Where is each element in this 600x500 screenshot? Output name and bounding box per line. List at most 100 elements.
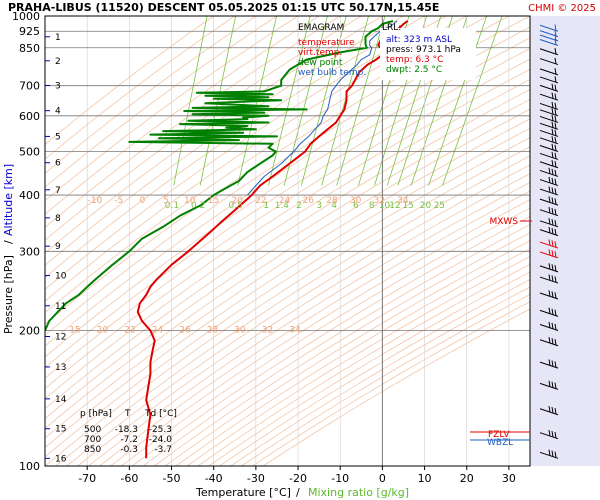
wind-barb-feather [548, 186, 551, 193]
wind-barb-feather [554, 152, 557, 159]
lrl-press: press: 973.1 hPa [386, 45, 461, 55]
lrl-alt: alt: 323 m ASL [386, 35, 452, 45]
wind-barb-feather [554, 361, 557, 368]
dry-adiabat [45, 127, 530, 449]
mixing-ratio-line [321, 16, 369, 186]
fzlv-label: FZLV [488, 430, 510, 440]
isotherms [45, 16, 510, 466]
wind-barb-feather [554, 188, 557, 195]
dry-adiabat-label: 26 [303, 196, 315, 206]
altitude-tick-label: 16 [55, 454, 67, 464]
dry-adiabat [45, 98, 530, 420]
dry-adiabat-label: 28 [326, 196, 338, 206]
wind-barb-feather [551, 136, 554, 143]
wind-barb [539, 39, 559, 46]
wind-barb [539, 129, 559, 137]
wind-barb-feather [554, 129, 557, 136]
wind-barb [539, 30, 559, 38]
wind-barb-feather [554, 228, 557, 236]
wind-barb-feather [554, 24, 557, 31]
table-row-p: 500 [84, 425, 101, 435]
dry-adiabat-label: 22 [124, 325, 135, 335]
wind-barb-feather [554, 84, 557, 91]
wind-barb-feather [554, 57, 557, 64]
wind-barb-feather [548, 167, 551, 174]
altitude-tick-label: 6 [55, 159, 61, 169]
pressure-tick-label: 100 [19, 460, 40, 473]
wind-barb [539, 324, 559, 332]
wind-barb-feather [554, 309, 557, 316]
mixing-ratio-label: 15 [402, 201, 413, 211]
wind-barb-feather [551, 275, 554, 282]
wind-barb-feather [548, 206, 551, 214]
wind-barb-feather [551, 187, 554, 194]
wind-barb-feather [548, 249, 551, 256]
wind-barb-feather [554, 265, 557, 272]
dry-adiabat [197, 263, 530, 466]
wind-barb-feather [551, 450, 554, 457]
wind-barb-feather [548, 337, 551, 344]
mixing-ratio-line [442, 16, 503, 186]
wind-barb-feather [554, 102, 557, 109]
x-tick-label: -60 [120, 472, 138, 485]
altitude-tick-label: 15 [55, 425, 66, 435]
dry-adiabat [45, 118, 530, 439]
wind-barb [539, 169, 559, 177]
wind-barbs [539, 24, 559, 459]
pressure-tick-label: 300 [19, 245, 40, 258]
wind-barb-feather [551, 160, 554, 167]
wind-barb-feather [548, 449, 551, 456]
wind-barb-feather [551, 92, 554, 99]
dry-adiabat-label: 24 [279, 196, 291, 206]
wind-barb-feather [548, 321, 551, 328]
legend: EMAGRAM temperature virt.temp. dew point… [298, 23, 366, 78]
mixing-ratio-line [173, 16, 208, 186]
wind-barb-feather [551, 207, 554, 215]
chart-title: PRAHA-LIBUS (11520) DESCENT 05.05.2025 0… [8, 1, 439, 14]
wind-barb-feather [548, 359, 551, 366]
mixing-ratio-label: 12 [389, 201, 400, 211]
table-row-td: -3.7 [154, 445, 172, 455]
dry-adiabat [66, 164, 530, 466]
mixing-ratio-label: 0.2 [191, 201, 205, 211]
wind-barb-feather [554, 115, 557, 122]
mixing-ratio-line [336, 16, 386, 186]
altitude-tick-label: 8 [55, 214, 61, 224]
wind-barb-feather [551, 360, 554, 367]
wind-barb-feather [551, 114, 554, 121]
dry-adiabat [175, 248, 530, 466]
mixing-ratio-line [283, 16, 328, 186]
dry-adiabat [219, 279, 530, 466]
pressure-tick-label: 200 [19, 325, 40, 338]
dry-adiabat-label: 30 [350, 196, 362, 206]
lrl-title: LRL: [382, 23, 401, 33]
pressure-tick-label: 400 [19, 189, 40, 202]
wind-barb [539, 309, 559, 317]
dry-adiabat [45, 79, 530, 400]
wind-barb-feather [554, 178, 557, 185]
pressure-tick-label: 600 [19, 110, 40, 123]
wind-barb [539, 241, 559, 249]
x-tick-label: -10 [331, 472, 349, 485]
temperature-axis: -70 -60 -50 -40 -30 -20 -10 0 10 20 30 [78, 466, 516, 485]
wind-barb-feather [551, 406, 554, 414]
mixing-ratio-label: 25 [434, 201, 445, 211]
altitude-tick-label: 5 [55, 132, 61, 142]
wind-barb-feather [551, 168, 554, 175]
wind-barb [539, 34, 559, 42]
altitude-tick-label: 13 [55, 363, 66, 373]
dry-adiabat [121, 207, 530, 466]
wind-barb-feather [551, 240, 554, 247]
table-row-td: -24.0 [149, 435, 173, 445]
lrl-background [380, 28, 476, 80]
dry-adiabat-label: 10 [184, 196, 196, 206]
dry-adiabat-label: 22 [255, 196, 266, 206]
pressure-tick-label: 850 [19, 42, 40, 55]
wind-barb-feather [554, 198, 557, 205]
wind-barb-feather [554, 323, 557, 330]
wind-barb-feather [548, 429, 551, 437]
x-axis-label-mixing: Mixing ratio [g/kg] [308, 486, 409, 499]
x-tick-label: -70 [78, 472, 96, 485]
wind-barb-feather [554, 122, 557, 129]
dry-adiabat [45, 137, 530, 458]
